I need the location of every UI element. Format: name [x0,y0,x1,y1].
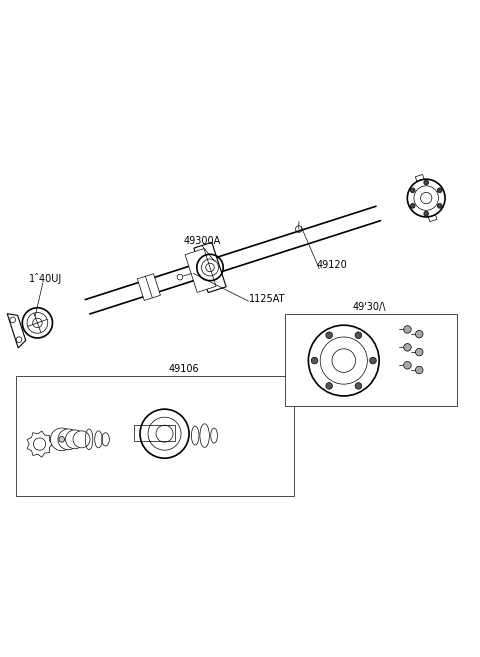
Circle shape [326,382,333,389]
Circle shape [355,332,362,338]
Text: 49300A: 49300A [184,237,221,246]
Circle shape [326,332,333,338]
Circle shape [59,436,64,442]
Circle shape [408,179,445,217]
Circle shape [58,429,79,450]
Polygon shape [185,248,216,292]
Circle shape [73,431,90,448]
Circle shape [416,330,423,338]
Circle shape [311,357,318,364]
Text: 49'30/\: 49'30/\ [353,302,386,312]
Circle shape [437,188,442,193]
Circle shape [22,307,52,338]
Circle shape [50,428,73,451]
Circle shape [437,204,442,208]
Circle shape [424,180,429,185]
Circle shape [65,430,84,449]
Polygon shape [285,314,457,406]
Circle shape [404,361,411,369]
Circle shape [404,326,411,333]
Polygon shape [194,242,226,292]
Polygon shape [27,431,53,457]
Circle shape [308,325,379,396]
Text: 1125AT: 1125AT [250,294,286,304]
Circle shape [416,348,423,356]
Circle shape [140,409,189,458]
Circle shape [370,357,376,364]
Circle shape [424,212,429,216]
Polygon shape [16,376,294,496]
Circle shape [404,344,411,351]
Polygon shape [7,314,26,348]
Text: 49106: 49106 [168,363,199,374]
Text: 49120: 49120 [317,260,348,270]
Circle shape [416,366,423,374]
Circle shape [355,382,362,389]
Polygon shape [137,274,160,300]
Circle shape [410,204,415,208]
Text: 1ˆ40UJ: 1ˆ40UJ [29,273,62,284]
Circle shape [410,188,415,193]
